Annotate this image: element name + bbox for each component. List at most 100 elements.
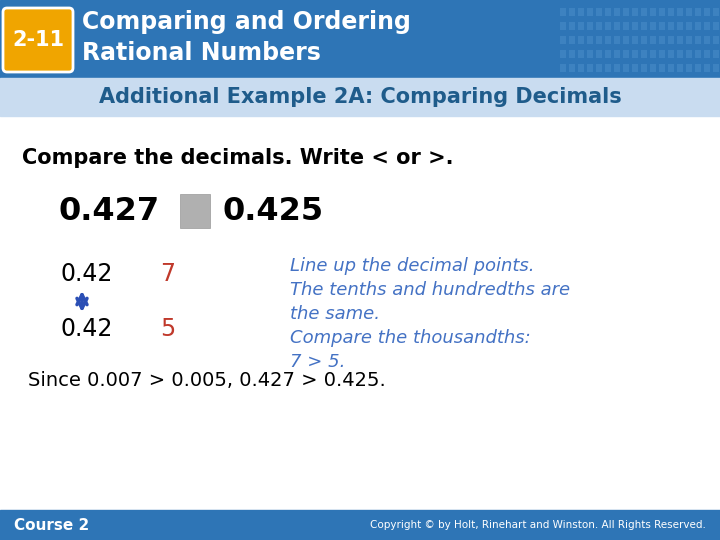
Bar xyxy=(569,36,575,44)
FancyBboxPatch shape xyxy=(3,8,73,72)
Bar xyxy=(686,50,692,58)
Text: 7: 7 xyxy=(160,262,175,286)
Bar xyxy=(623,8,629,16)
Text: The tenths and hundredths are: The tenths and hundredths are xyxy=(290,281,570,299)
Bar xyxy=(695,64,701,72)
Bar xyxy=(560,50,566,58)
Bar xyxy=(677,22,683,30)
Bar xyxy=(605,22,611,30)
Bar xyxy=(641,22,647,30)
Bar xyxy=(587,8,593,16)
Bar xyxy=(0,510,720,540)
Bar xyxy=(569,64,575,72)
Text: 0.425: 0.425 xyxy=(222,195,323,226)
Bar xyxy=(650,64,656,72)
Bar xyxy=(180,194,210,228)
Bar xyxy=(641,64,647,72)
Bar xyxy=(686,22,692,30)
Bar xyxy=(596,50,602,58)
Bar xyxy=(605,50,611,58)
Bar xyxy=(704,22,710,30)
Bar xyxy=(632,36,638,44)
Bar xyxy=(650,8,656,16)
Bar xyxy=(677,8,683,16)
Bar xyxy=(704,64,710,72)
Bar xyxy=(614,8,620,16)
Text: the same.: the same. xyxy=(290,305,380,323)
Bar xyxy=(623,22,629,30)
Text: 0.42: 0.42 xyxy=(60,317,112,341)
Bar xyxy=(632,8,638,16)
Bar xyxy=(560,64,566,72)
Bar xyxy=(569,8,575,16)
Bar xyxy=(713,36,719,44)
Bar xyxy=(659,36,665,44)
Bar xyxy=(677,36,683,44)
Bar xyxy=(632,64,638,72)
Bar xyxy=(686,8,692,16)
Text: 7 > 5.: 7 > 5. xyxy=(290,353,346,371)
Text: Rational Numbers: Rational Numbers xyxy=(82,41,321,65)
Bar xyxy=(695,36,701,44)
Bar xyxy=(596,22,602,30)
Bar xyxy=(641,50,647,58)
Bar xyxy=(560,22,566,30)
Bar xyxy=(578,50,584,58)
Bar xyxy=(578,36,584,44)
Bar xyxy=(677,50,683,58)
Bar xyxy=(614,64,620,72)
Bar xyxy=(713,64,719,72)
Bar xyxy=(641,8,647,16)
Bar xyxy=(578,22,584,30)
Bar xyxy=(623,64,629,72)
Bar xyxy=(596,64,602,72)
Bar xyxy=(578,8,584,16)
Text: 5: 5 xyxy=(160,317,175,341)
Text: Additional Example 2A: Comparing Decimals: Additional Example 2A: Comparing Decimal… xyxy=(99,87,621,107)
Bar xyxy=(569,50,575,58)
Bar xyxy=(695,22,701,30)
Text: Copyright © by Holt, Rinehart and Winston. All Rights Reserved.: Copyright © by Holt, Rinehart and Winsto… xyxy=(370,520,706,530)
Bar xyxy=(686,64,692,72)
Text: Compare the decimals. Write < or >.: Compare the decimals. Write < or >. xyxy=(22,148,454,168)
Bar xyxy=(0,0,720,78)
Text: 0.427: 0.427 xyxy=(58,195,159,226)
Bar xyxy=(659,8,665,16)
Bar xyxy=(614,36,620,44)
Bar xyxy=(623,50,629,58)
Bar xyxy=(605,36,611,44)
Bar xyxy=(587,22,593,30)
Bar xyxy=(713,22,719,30)
Bar xyxy=(668,50,674,58)
Bar xyxy=(659,64,665,72)
Bar xyxy=(668,8,674,16)
Bar xyxy=(623,36,629,44)
Bar xyxy=(587,50,593,58)
Bar xyxy=(632,22,638,30)
Bar xyxy=(650,50,656,58)
Bar xyxy=(641,36,647,44)
Bar xyxy=(668,64,674,72)
Bar xyxy=(560,8,566,16)
Bar xyxy=(569,22,575,30)
Bar xyxy=(596,8,602,16)
Bar xyxy=(713,8,719,16)
Text: Course 2: Course 2 xyxy=(14,517,89,532)
Bar xyxy=(704,50,710,58)
Bar xyxy=(704,36,710,44)
Text: 2-11: 2-11 xyxy=(12,30,64,50)
Bar xyxy=(668,36,674,44)
Bar xyxy=(713,50,719,58)
Bar xyxy=(560,36,566,44)
Bar xyxy=(695,50,701,58)
Bar xyxy=(659,50,665,58)
Bar xyxy=(596,36,602,44)
Bar xyxy=(686,36,692,44)
Bar xyxy=(659,22,665,30)
Bar xyxy=(632,50,638,58)
Bar xyxy=(677,64,683,72)
Bar xyxy=(650,22,656,30)
Bar xyxy=(605,64,611,72)
Bar xyxy=(704,8,710,16)
Bar xyxy=(614,50,620,58)
